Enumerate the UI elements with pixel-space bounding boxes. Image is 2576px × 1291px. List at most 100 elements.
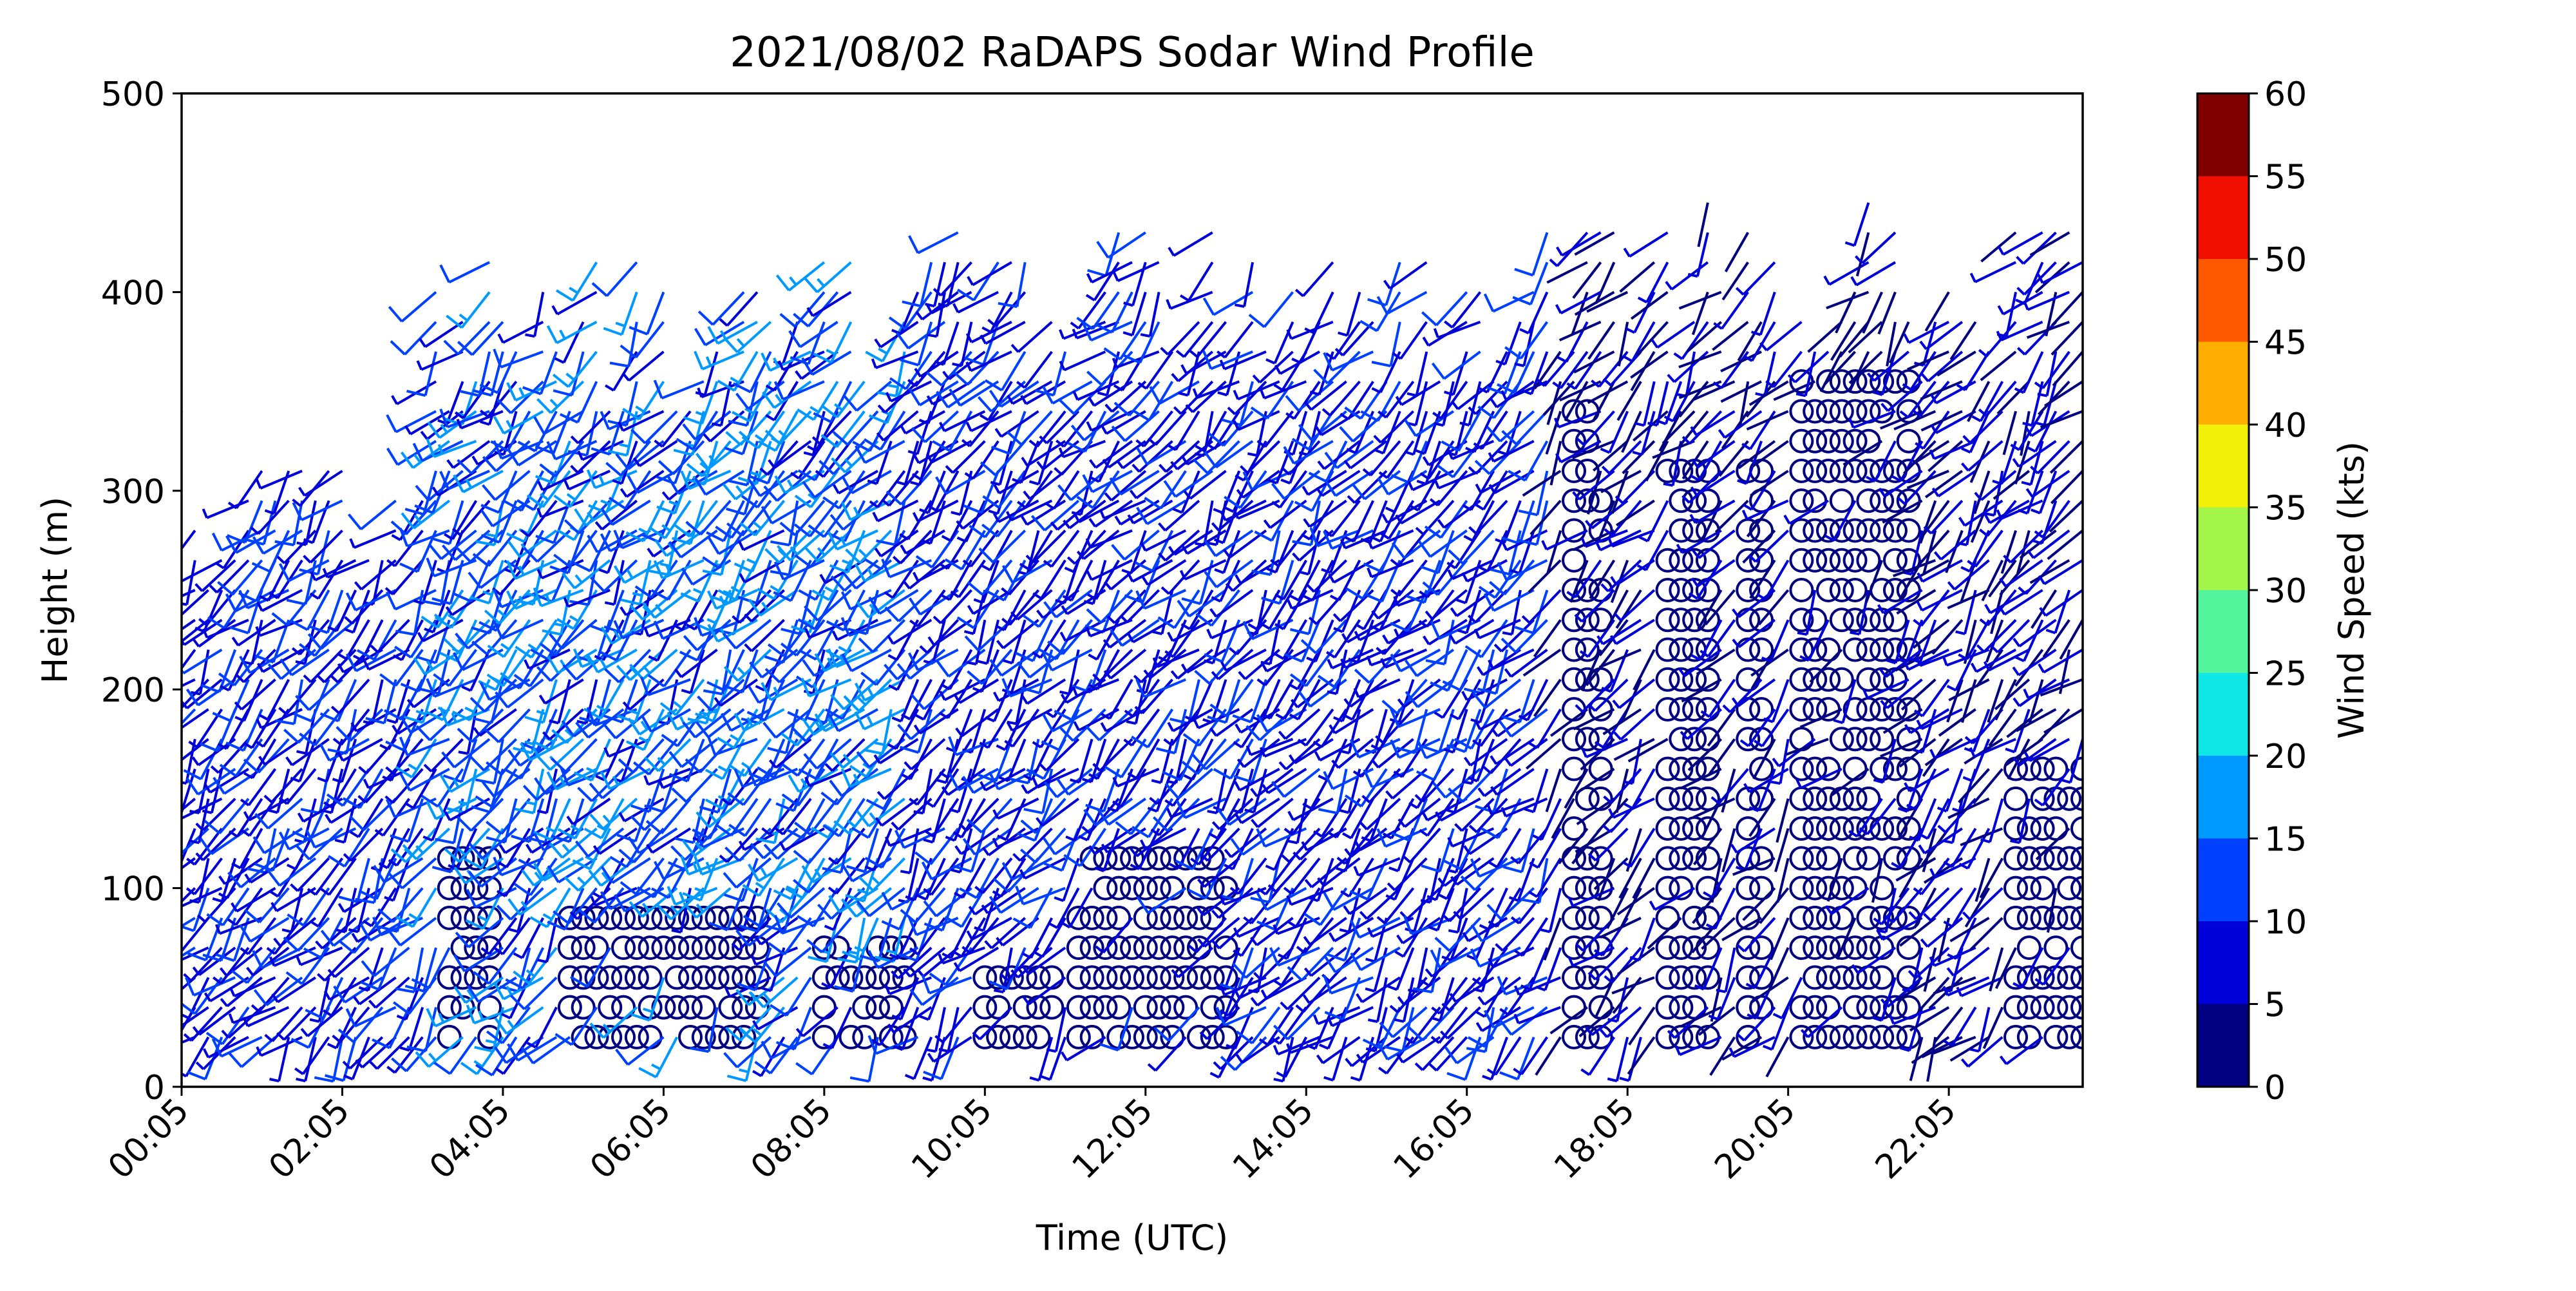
wind-barb — [967, 649, 1013, 685]
wind-barb — [1236, 1006, 1281, 1044]
wind-barb — [283, 917, 330, 952]
wind-barb — [600, 529, 651, 553]
wind-barb — [1180, 589, 1214, 631]
wind-barb — [182, 678, 196, 688]
wind-barb — [343, 827, 384, 862]
wind-barb — [229, 976, 276, 998]
wind-barb — [1381, 678, 1428, 715]
wind-barb — [921, 974, 972, 995]
wind-barb — [1918, 530, 1950, 566]
wind-barb — [1486, 887, 1535, 920]
wind-barb — [1177, 589, 1227, 618]
wind-barb — [1933, 1006, 1964, 1044]
wind-barb — [439, 408, 490, 428]
wind-barb — [290, 589, 330, 631]
wind-barb — [192, 946, 236, 976]
wind-barb — [1924, 470, 1964, 499]
wind-barb — [493, 856, 544, 877]
wind-barb — [1166, 291, 1213, 310]
wind-barb — [2038, 559, 2083, 586]
wind-barb — [1211, 798, 1254, 830]
wind-barb — [406, 678, 451, 709]
wind-barb — [1619, 887, 1642, 930]
wind-barb — [551, 291, 598, 316]
wind-barb — [955, 708, 999, 738]
wind-barb — [640, 676, 691, 696]
wind-barb — [1470, 946, 1521, 968]
wind-barb — [1468, 738, 1495, 783]
calm-marker — [1842, 727, 1868, 752]
wind-barb — [1315, 410, 1361, 436]
wind-barb — [1233, 976, 1280, 1000]
wind-barb — [351, 917, 397, 943]
calm-marker — [1882, 607, 1908, 633]
wind-barb — [1728, 1036, 1776, 1058]
wind-barb — [1886, 619, 1910, 665]
wind-barb — [1474, 440, 1522, 475]
wind-barb — [1327, 648, 1374, 670]
calm-marker — [1669, 458, 1694, 483]
wind-barb — [1581, 738, 1628, 759]
calm-marker — [972, 995, 998, 1020]
wind-barb — [1135, 410, 1173, 448]
wind-barb — [253, 976, 303, 1006]
wind-barb — [204, 798, 250, 835]
calm-marker — [450, 905, 475, 930]
wind-barb — [1348, 619, 1375, 664]
wind-barb — [1613, 589, 1656, 622]
calm-marker — [1655, 786, 1680, 811]
wind-barb — [1121, 530, 1147, 575]
calm-marker — [450, 935, 475, 961]
wind-barb — [855, 439, 905, 464]
wind-barb — [1871, 977, 1897, 1022]
wind-barb — [588, 857, 638, 887]
wind-barb — [1927, 440, 1964, 472]
wind-barb — [1109, 470, 1160, 496]
wind-barb — [875, 798, 919, 827]
wind-barb — [1267, 440, 1294, 484]
calm-marker — [852, 1024, 877, 1049]
wind-barb — [1962, 887, 2003, 921]
wind-barb — [646, 827, 692, 854]
wind-barb — [1549, 1006, 1588, 1035]
wind-barb — [404, 768, 437, 809]
wind-barb — [1712, 321, 1749, 351]
calm-marker — [1682, 786, 1707, 811]
wind-barb — [1603, 768, 1642, 804]
wind-barb — [1768, 947, 1790, 990]
wind-barb — [295, 678, 343, 711]
wind-barb — [820, 380, 866, 419]
wind-barb — [689, 1007, 719, 1053]
wind-barb — [1923, 499, 1964, 535]
wind-barb — [1430, 649, 1468, 692]
wind-barb — [1251, 530, 1281, 577]
wind-barb — [981, 530, 1013, 571]
wind-barb — [1903, 440, 1937, 475]
wind-barb — [1761, 619, 1790, 663]
wind-barb — [1135, 678, 1186, 698]
wind-barb — [1444, 351, 1468, 396]
calm-marker — [1842, 548, 1868, 573]
wind-barb — [1012, 440, 1040, 484]
calm-marker — [677, 965, 703, 990]
wind-barb — [1020, 649, 1054, 694]
calm-marker — [1816, 965, 1841, 990]
wind-barb — [754, 1036, 799, 1075]
calm-marker — [866, 995, 891, 1020]
wind-barb — [1999, 559, 2043, 588]
calm-marker — [1829, 428, 1854, 454]
wind-barb — [1191, 738, 1240, 770]
wind-barb — [1787, 350, 1830, 383]
wind-barb — [395, 887, 437, 928]
calm-marker — [2016, 935, 2041, 961]
wind-barb — [1262, 767, 1307, 794]
wind-barb — [258, 738, 303, 766]
wind-barb — [1059, 618, 1106, 642]
calm-marker — [2030, 965, 2055, 990]
calm-marker — [705, 935, 730, 961]
wind-barb — [1974, 470, 2017, 501]
wind-barb — [1732, 618, 1776, 649]
calm-marker — [1079, 935, 1104, 961]
wind-barb — [1573, 529, 1615, 551]
wind-barb — [1454, 798, 1495, 832]
